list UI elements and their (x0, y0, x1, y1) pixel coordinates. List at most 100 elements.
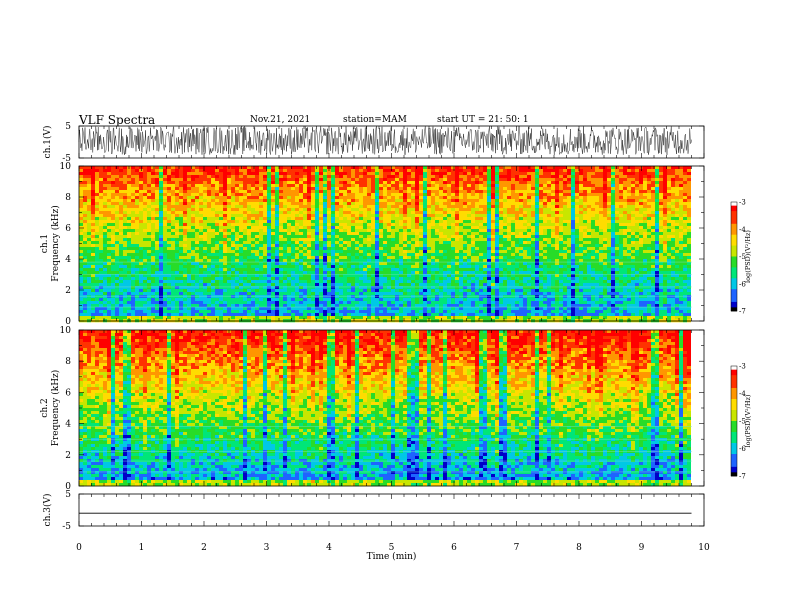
spectrogram-cell (207, 295, 211, 299)
spectrogram-cell (403, 187, 407, 191)
spectrogram-cell (175, 205, 179, 209)
spectrogram-cell (179, 220, 183, 224)
spectrogram-cell (275, 193, 279, 197)
spectrogram-cell (371, 244, 375, 248)
spectrogram-cell (299, 307, 303, 311)
spectrogram-cell (295, 244, 299, 248)
spectrogram-cell (231, 313, 235, 317)
spectrogram-cell (187, 313, 191, 317)
spectrogram-cell (371, 274, 375, 278)
spectrogram-cell (295, 211, 299, 215)
spectrogram-cell (395, 226, 399, 230)
spectrogram-cell (327, 313, 331, 317)
spectrogram-cell (267, 244, 271, 248)
spectrogram-cell (223, 283, 227, 287)
spectrogram-cell (263, 202, 267, 206)
spectrogram-cell (119, 226, 123, 230)
spectrogram-cell (251, 310, 255, 314)
spectrogram-cell (195, 256, 199, 260)
spectrogram-cell (263, 220, 267, 224)
spectrogram-cell (351, 313, 355, 317)
spectrogram-cell (99, 289, 103, 293)
spectrogram-cell (87, 289, 91, 293)
spectrogram-cell (179, 283, 183, 287)
spectrogram-cell (231, 214, 235, 218)
spectrogram-cell (119, 247, 123, 251)
spectrogram-cell (167, 301, 171, 305)
spectrogram-cell (259, 283, 263, 287)
spectrogram-cell (219, 304, 223, 308)
spectrogram-cell (303, 178, 307, 182)
spectrogram-cell (195, 295, 199, 299)
spectrogram-cell (307, 256, 311, 260)
spectrogram-cell (171, 301, 175, 305)
spectrogram-cell (379, 313, 383, 317)
spectrogram-cell (135, 259, 139, 263)
spectrogram-cell (439, 301, 443, 305)
spectrogram-cell (231, 250, 235, 254)
spectrogram-cell (359, 307, 363, 311)
spectrogram-cell (123, 241, 127, 245)
spectrogram-cell (119, 244, 123, 248)
spectrogram-cell (87, 181, 91, 185)
spectrogram-cell (303, 292, 307, 296)
spectrogram-cell (431, 205, 435, 209)
spectrogram-cell (131, 229, 135, 233)
spectrogram-cell (211, 283, 215, 287)
spectrogram-cell (207, 301, 211, 305)
spectrogram-cell (107, 247, 111, 251)
spectrogram-cell (367, 226, 371, 230)
spectrogram-cell (363, 301, 367, 305)
spectrogram-cell (99, 238, 103, 242)
spectrogram-cell (275, 184, 279, 188)
spectrogram-cell (175, 199, 179, 203)
spectrogram-cell (111, 235, 115, 239)
spectrogram-cell (423, 214, 427, 218)
spectrogram-cell (287, 238, 291, 242)
spectrogram-cell (455, 280, 459, 284)
spectrogram-cell (247, 190, 251, 194)
spectrogram-cell (415, 196, 419, 200)
spectrogram-cell (231, 265, 235, 269)
spectrogram-cell (303, 268, 307, 272)
spectrogram-cell (399, 187, 403, 191)
spectrogram-cell (235, 235, 239, 239)
spectrogram-cell (115, 253, 119, 257)
spectrogram-cell (435, 310, 439, 314)
spectrogram-cell (299, 235, 303, 239)
spectrogram-cell (127, 259, 131, 263)
spectrogram-cell (87, 202, 91, 206)
spectrogram-cell (203, 196, 207, 200)
spectrogram-cell (291, 250, 295, 254)
spectrogram-cell (103, 265, 107, 269)
spectrogram-cell (335, 226, 339, 230)
spectrogram-cell (199, 295, 203, 299)
spectrogram-cell (411, 226, 415, 230)
spectrogram-cell (447, 169, 451, 173)
spectrogram-cell (379, 295, 383, 299)
spectrogram-cell (187, 301, 191, 305)
spectrogram-cell (131, 172, 135, 176)
spectrogram-cell (343, 310, 347, 314)
spectrogram-cell (287, 166, 291, 170)
spectrogram-cell (395, 295, 399, 299)
spectrogram-cell (247, 229, 251, 233)
spectrogram-cell (371, 238, 375, 242)
spectrogram-cell (303, 196, 307, 200)
spectrogram-cell (247, 232, 251, 236)
spectrogram-cell (127, 316, 131, 320)
spectrogram-cell (107, 295, 111, 299)
spectrogram-cell (431, 253, 435, 257)
spectrogram-cell (335, 205, 339, 209)
spectrogram-cell (83, 289, 87, 293)
spectrogram-cell (135, 250, 139, 254)
spectrogram-cell (367, 244, 371, 248)
spectrogram-cell (363, 280, 367, 284)
spectrogram-cell (111, 298, 115, 302)
spectrogram-cell (439, 175, 443, 179)
spectrogram-cell (251, 250, 255, 254)
spectrogram-cell (303, 277, 307, 281)
spectrogram-cell (363, 187, 367, 191)
spectrogram-cell (327, 292, 331, 296)
spectrogram-cell (347, 238, 351, 242)
